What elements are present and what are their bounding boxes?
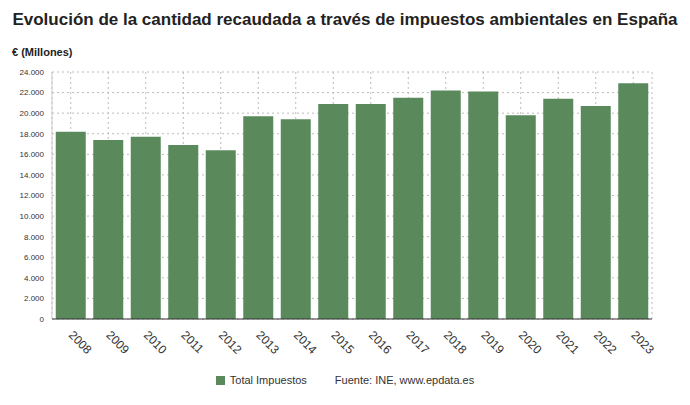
svg-text:2020: 2020 xyxy=(516,328,545,357)
svg-text:2011: 2011 xyxy=(178,328,206,356)
svg-text:22.000: 22.000 xyxy=(20,88,45,97)
svg-text:2012: 2012 xyxy=(216,328,245,357)
svg-text:16.000: 16.000 xyxy=(20,150,45,159)
svg-text:0: 0 xyxy=(40,315,45,324)
svg-text:4.000: 4.000 xyxy=(24,274,45,283)
svg-text:2013: 2013 xyxy=(253,328,282,357)
svg-text:2008: 2008 xyxy=(66,328,95,357)
svg-text:2017: 2017 xyxy=(403,328,432,357)
html-text:Fuente: INE, www.epdata.es: Fuente: INE, www.epdata.es xyxy=(334,374,475,386)
html-text:Evolución de la cantidad recau: Evolución de la cantidad recaudada a tra… xyxy=(12,10,678,29)
svg-text:18.000: 18.000 xyxy=(20,130,45,139)
svg-text:2014: 2014 xyxy=(291,328,320,357)
svg-text:12.000: 12.000 xyxy=(20,191,45,200)
svg-text:2022: 2022 xyxy=(591,328,620,357)
svg-text:20.000: 20.000 xyxy=(20,109,45,118)
svg-text:2015: 2015 xyxy=(328,328,357,357)
svg-text:2010: 2010 xyxy=(141,328,170,357)
svg-text:2016: 2016 xyxy=(366,328,395,357)
svg-text:24.000: 24.000 xyxy=(20,68,45,77)
svg-text:10.000: 10.000 xyxy=(20,212,45,221)
svg-text:2009: 2009 xyxy=(103,328,132,357)
html-text:€ (Millones): € (Millones) xyxy=(12,46,73,58)
svg-text:2019: 2019 xyxy=(478,328,507,357)
svg-text:8.000: 8.000 xyxy=(24,233,45,242)
svg-text:6.000: 6.000 xyxy=(24,253,45,262)
svg-text:2.000: 2.000 xyxy=(24,294,45,303)
svg-text:2023: 2023 xyxy=(628,328,657,357)
svg-text:2018: 2018 xyxy=(441,328,470,357)
svg-text:14.000: 14.000 xyxy=(20,171,45,180)
html-text:Total Impuestos: Total Impuestos xyxy=(229,374,307,386)
svg-text:2021: 2021 xyxy=(553,328,582,357)
